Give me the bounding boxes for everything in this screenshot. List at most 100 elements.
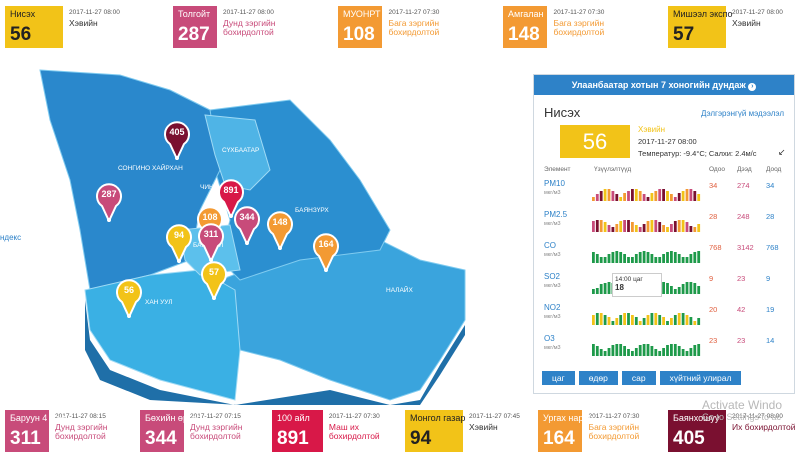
station-pin[interactable]: 57: [200, 260, 228, 302]
pollutant-row[interactable]: NO2 мкг/м3 20 42 19: [542, 303, 790, 335]
station-status: Бага зэргийн бохирдолтой: [388, 18, 440, 37]
col-avg: Доод: [766, 166, 782, 173]
station-name: Ургах наран: [543, 413, 594, 423]
pollutant-row[interactable]: SO2 мкг/м3 9 23 9: [542, 272, 790, 304]
trend-bar: [638, 191, 642, 201]
trend-bar: [677, 193, 681, 201]
station-card[interactable]: Толгойт 287 2017-11-27 08:00 Дунд зэргий…: [173, 6, 303, 48]
trend-bar: [689, 348, 693, 356]
station-name: Монгол газар: [410, 413, 466, 423]
pollutant-name: NO2: [544, 303, 561, 312]
station-status: Дунд зэргийн бохирдолтой: [189, 422, 243, 441]
station-date: 2017-11-27 08:00: [69, 9, 120, 16]
tooltip-value: 18: [615, 283, 624, 292]
details-link[interactable]: Дэлгэрэнгүй мэдээлэл: [701, 109, 784, 118]
trend-bar: [619, 221, 623, 232]
period-tab[interactable]: сар: [621, 371, 656, 385]
station-badge: МУОНРТ 108: [338, 6, 383, 48]
station-status: Их бохирдолтой: [732, 422, 796, 432]
trend-chart: [592, 344, 701, 356]
pollutant-row[interactable]: CO мкг/м3 768 3142 768: [542, 241, 790, 273]
station-card[interactable]: Мишээл экспо 57 2017-11-27 08:00 Хэвийн: [668, 6, 798, 48]
station-status: Хэвийн: [69, 18, 98, 28]
left-edge-text: ндекс: [0, 233, 22, 242]
station-aqi: 287: [178, 24, 210, 45]
pollutant-avg: 28: [766, 212, 775, 221]
trend-bar: [627, 349, 630, 356]
station-aqi: 891: [277, 428, 309, 449]
trend-bar: [670, 344, 673, 356]
district-label: ХАН УУЛ: [145, 299, 172, 306]
pollutant-avg: 34: [766, 181, 775, 190]
pin-value: 344: [239, 212, 255, 222]
trend-bar: [631, 257, 634, 263]
trend-bar: [673, 252, 677, 263]
period-tabs: цаг өдөр сар хүйтний улирал: [542, 371, 742, 385]
district-sukhbaatar[interactable]: [204, 114, 271, 191]
station-name: Мишээл экспо: [673, 9, 733, 19]
arrow-right-icon: ›: [748, 83, 757, 91]
pollutant-max: 3142: [737, 243, 754, 252]
trend-bar: [697, 286, 701, 294]
station-card[interactable]: Амгалан 148 2017-11-27 07:30 Бага зэргий…: [503, 6, 633, 48]
trend-bar: [592, 197, 595, 201]
map-pin-icon: [116, 279, 142, 320]
trend-bar: [666, 227, 669, 232]
station-pin[interactable]: 311: [197, 222, 225, 264]
trend-bar: [650, 254, 654, 263]
station-pin[interactable]: 287: [95, 182, 123, 224]
trend-bar: [670, 318, 673, 325]
station-pin[interactable]: 56: [115, 278, 143, 320]
trend-bar: [631, 315, 634, 325]
pollutant-row[interactable]: PM2.5 мкг/м3 28 248 28: [542, 210, 790, 242]
station-name: 100 айл: [277, 413, 310, 423]
station-status: Бага зэргийн бохирдолтой: [553, 18, 605, 37]
station-badge: Ургах наран 164: [538, 410, 593, 452]
period-tab[interactable]: хүйтний улирал: [659, 371, 742, 385]
trend-bar: [670, 251, 673, 263]
period-tab[interactable]: өдөр: [578, 371, 618, 385]
col-max: Дээд: [737, 166, 752, 173]
station-card[interactable]: Баруун 4 зам 311 2017-11-27 08:15 Дунд з…: [5, 410, 135, 452]
trend-bar: [642, 251, 646, 263]
district-label: БАЯНЗҮРХ: [295, 207, 329, 214]
station-pin[interactable]: 164: [312, 232, 340, 274]
trend-bar: [658, 257, 662, 263]
trend-bar: [654, 191, 658, 201]
station-card[interactable]: Монгол газар 94 2017-11-27 07:45 Хэвийн: [405, 410, 535, 452]
trend-bar: [592, 221, 595, 232]
period-tab[interactable]: цаг: [542, 371, 575, 385]
trend-bar: [662, 282, 665, 294]
station-pin[interactable]: 405: [163, 120, 191, 162]
station-card[interactable]: Ургах наран 164 2017-11-27 07:30 Бага зэ…: [538, 410, 668, 452]
trend-bar: [677, 346, 681, 356]
district-map[interactable]: СОНГИНО ХАЙРХАН СҮХБААТАР ЧИНГ БАЯНЗҮРХ …: [0, 60, 525, 405]
station-date: 2017-11-27 08:00: [732, 413, 783, 420]
map-pin-icon: [218, 179, 244, 220]
trend-bar: [650, 193, 654, 201]
pollutant-max: 42: [737, 305, 746, 314]
station-pin[interactable]: 148: [266, 210, 294, 252]
station-card[interactable]: Баянхошуу 405 2017-11-27 08:00 Их бохирд…: [668, 410, 798, 452]
pollutant-row[interactable]: PM10 мкг/м3 34 274 34: [542, 179, 790, 211]
pin-value: 405: [169, 127, 185, 137]
station-card[interactable]: Бөхийн өргөө 344 2017-11-27 07:15 Дунд з…: [140, 410, 270, 452]
station-card[interactable]: МУОНРТ 108 2017-11-27 07:30 Бага зэргийн…: [338, 6, 468, 48]
panel-header[interactable]: Улаанбаатар хотын 7 хоногийн дундаж ›: [534, 75, 794, 95]
station-card[interactable]: 100 айл 891 2017-11-27 07:30 Маш их бохи…: [272, 410, 402, 452]
trend-bar: [685, 351, 689, 356]
trend-bar: [681, 349, 685, 356]
trend-bar: [673, 315, 677, 325]
trend-bar: [654, 349, 658, 356]
pollutant-max: 248: [737, 212, 750, 221]
aqi-date: 2017-11-27 08:00: [638, 137, 697, 146]
station-pin[interactable]: 891: [217, 178, 245, 220]
trend-bar: [697, 318, 701, 325]
trend-bar: [631, 222, 634, 232]
pollutant-row[interactable]: O3 мкг/м3 23 23 14: [542, 334, 790, 366]
station-card[interactable]: Нисэх 56 2017-11-27 08:00 Хэвийн: [5, 6, 135, 48]
station-pin[interactable]: 94: [165, 223, 193, 265]
station-pin[interactable]: 344: [233, 205, 261, 247]
trend-chart: [592, 313, 701, 325]
trend-bar: [592, 315, 595, 325]
